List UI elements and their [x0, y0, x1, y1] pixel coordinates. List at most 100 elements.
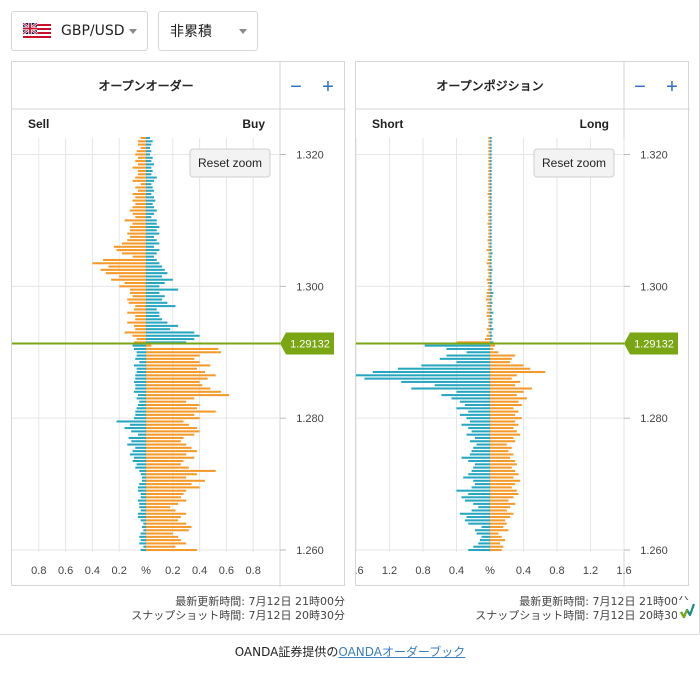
orders-bar-right [146, 321, 168, 324]
positions-bar-left [488, 245, 490, 248]
positions-bar-right [490, 160, 492, 163]
positions-bar-right [490, 427, 514, 430]
positions-y-tick: 1.320 [640, 149, 668, 161]
orders-bar-right [146, 387, 211, 390]
orders-bar-right [146, 305, 176, 308]
orders-bar-right [146, 463, 181, 466]
positions-bar-left [401, 380, 490, 383]
orders-bar-left [137, 499, 146, 502]
orders-bar-right [146, 186, 153, 189]
orders-bar-right [146, 420, 184, 423]
uk-us-flag-icon [23, 23, 51, 39]
orders-bar-left [128, 436, 146, 439]
orders-bar-left [140, 519, 146, 522]
orders-bar-right [146, 433, 195, 436]
positions-bar-right [490, 400, 519, 403]
orders-bar-left [135, 374, 146, 377]
orders-bar-right [146, 169, 153, 172]
positions-panel: オープンポジション −+ Short Long 1.6 1.2 0.8 0.4% 0.4 0.8 1… [355, 61, 690, 587]
orders-bar-right [146, 522, 187, 525]
positions-bar-left [488, 255, 490, 258]
orders-bar-right [146, 160, 152, 163]
orders-bar-right [146, 364, 211, 367]
orders-bar-right [146, 400, 187, 403]
positions-bar-left [488, 143, 490, 146]
chevron-down-icon [129, 29, 137, 34]
orders-updated-time: 最新更新時間: 7月12日 21時00分 [175, 595, 345, 608]
positions-bar-left [487, 212, 490, 215]
currency-pair-select[interactable]: GBP/USD [11, 11, 148, 51]
orders-bar-left [119, 275, 146, 278]
orders-bar-left [140, 492, 146, 496]
orders-bar-left [135, 196, 146, 199]
orders-bar-right [146, 407, 197, 410]
positions-bar-right [490, 519, 506, 522]
orders-bar-right [146, 225, 160, 229]
positions-bar-left [456, 341, 490, 344]
orders-bar-right [146, 295, 165, 298]
orders-bar-right [146, 450, 197, 453]
positions-bar-left [468, 492, 490, 496]
orders-bar-right [146, 206, 155, 209]
positions-reset-zoom-button[interactable]: Reset zoom [533, 148, 615, 178]
orders-bar-left [139, 483, 146, 486]
orders-bar-right [146, 476, 187, 479]
orders-bar-left [137, 143, 146, 146]
orders-bar-right [146, 318, 163, 321]
positions-bar-left [488, 196, 490, 199]
orders-bar-left [140, 549, 146, 552]
orders-bar-left [139, 400, 146, 403]
orders-bar-left [137, 489, 146, 492]
positions-bar-right [490, 384, 516, 387]
orders-y-tick: 1.260 [296, 545, 324, 557]
positions-bar-left [486, 314, 490, 318]
orders-bar-left [135, 176, 146, 179]
positions-bar-right [490, 321, 493, 324]
orders-bar-left [124, 427, 146, 430]
oanda-orderbook-link[interactable]: OANDAオーダーブック [338, 645, 466, 659]
orders-bar-left [141, 479, 146, 482]
positions-bar-left [486, 305, 490, 308]
positions-bar-right [490, 252, 493, 255]
orders-bar-left [129, 209, 146, 212]
positions-bar-left [471, 430, 490, 433]
positions-bar-right [490, 539, 506, 542]
positions-bar-right [490, 522, 507, 525]
positions-bar-left [474, 529, 490, 532]
orders-bar-right [146, 539, 181, 542]
orders-bar-right [146, 357, 195, 360]
orders-reset-zoom-bg [189, 148, 271, 178]
orders-bar-left [133, 390, 146, 393]
orders-bar-right [146, 496, 181, 499]
orders-bar-left [137, 516, 146, 519]
orders-reset-zoom-button[interactable]: Reset zoom [189, 148, 271, 178]
positions-bar-right [490, 456, 511, 459]
orders-bar-right [146, 446, 192, 449]
orders-bar-right [146, 143, 152, 146]
positions-bar-left [356, 374, 490, 377]
positions-bar-right [490, 443, 507, 446]
positions-zoom-out-button[interactable]: − [634, 76, 646, 98]
positions-bar-left [461, 423, 490, 426]
orders-bar-right [146, 374, 216, 377]
positions-price-label-bg [624, 332, 678, 355]
positions-zoom-in-button[interactable]: + [666, 76, 678, 98]
orders-zoom-out-button[interactable]: − [290, 76, 302, 98]
positions-bar-left [468, 427, 490, 430]
orders-bar-right [146, 334, 200, 337]
positions-bar-left [488, 166, 490, 169]
orders-bar-right [146, 222, 157, 225]
positions-bar-left [463, 476, 490, 479]
positions-bar-right [490, 492, 519, 496]
orders-zoom-in-button[interactable]: + [322, 76, 334, 98]
orders-bar-right [146, 430, 200, 433]
positions-bar-left [488, 199, 490, 202]
positions-bar-left [411, 387, 490, 390]
positions-bar-right [490, 430, 517, 433]
positions-x-tick: 0.8 [415, 565, 430, 577]
positions-bar-left [488, 153, 490, 156]
positions-bar-right [490, 436, 514, 439]
orders-y-tick: 1.300 [296, 281, 324, 293]
orders-bar-left [135, 446, 146, 449]
mode-select[interactable]: 非累積 [158, 11, 258, 51]
